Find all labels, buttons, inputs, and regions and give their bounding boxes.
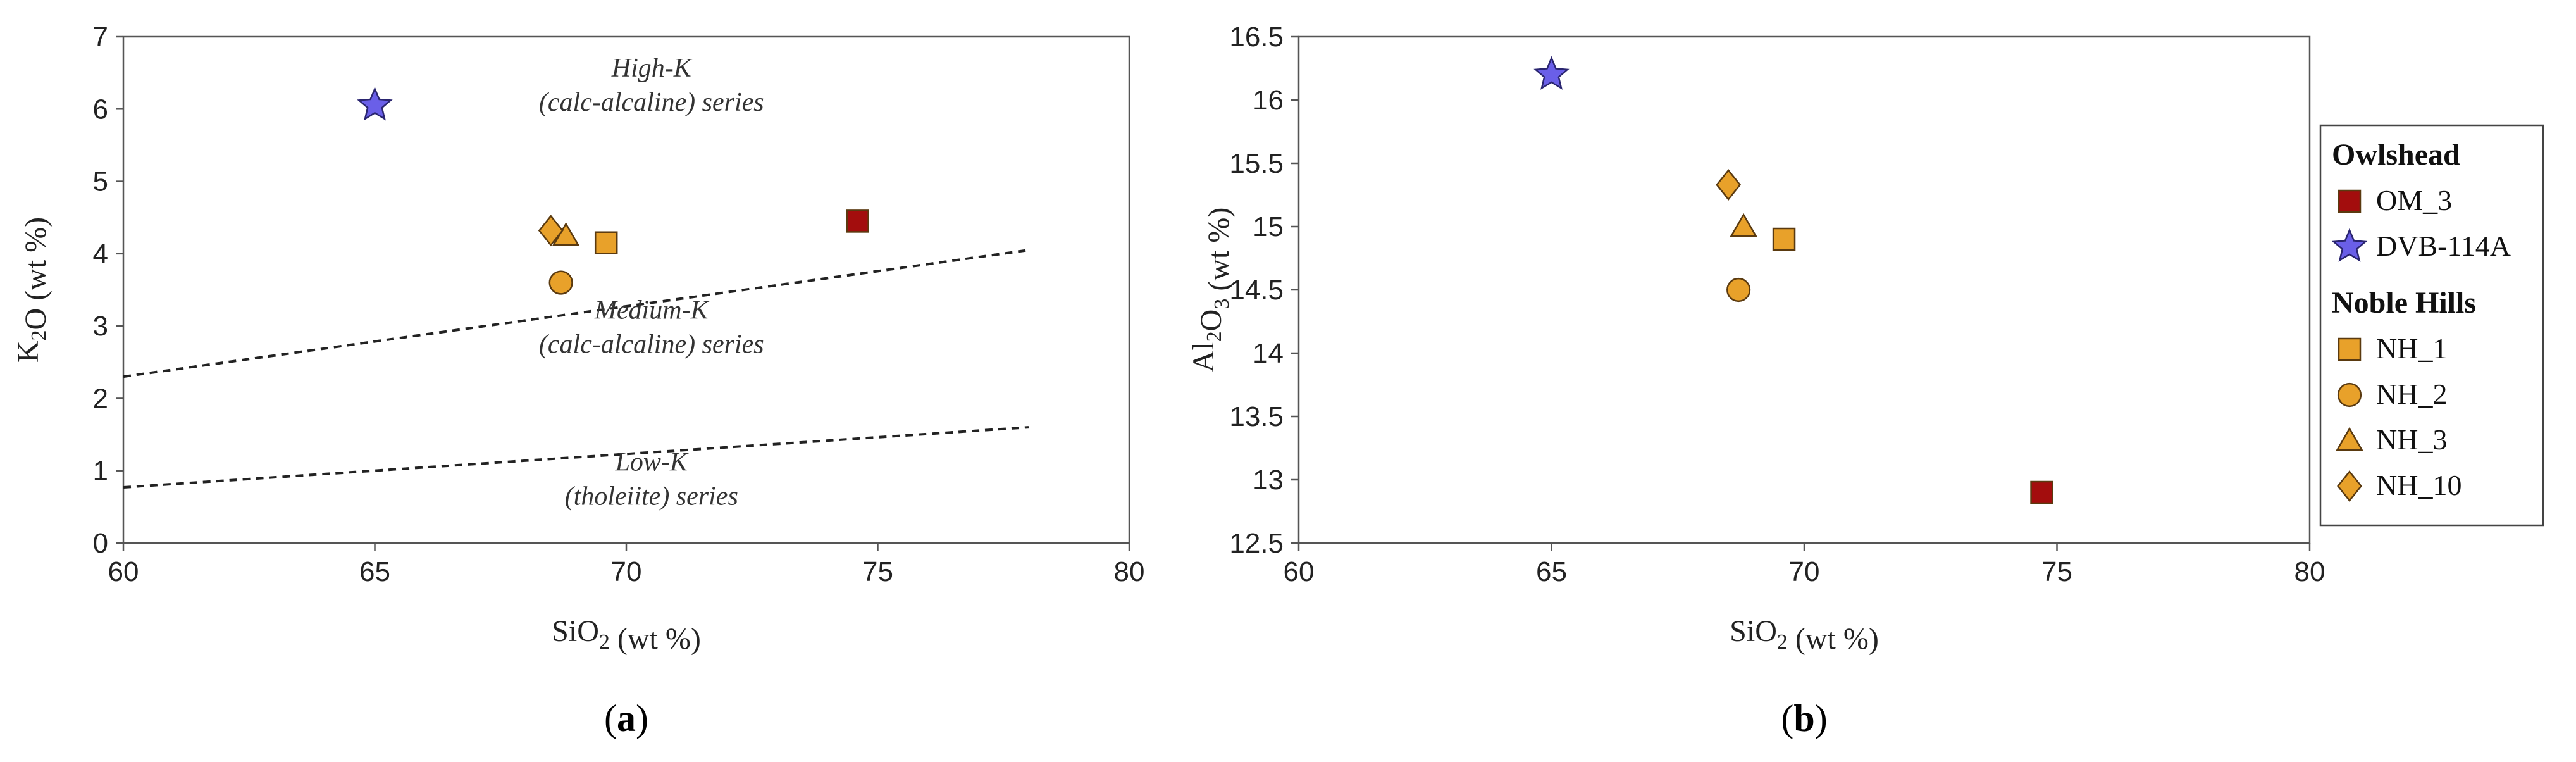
chart-b: 60 65 70 75 80 12.5 13 13.5 14 14.5 15 15.5 16 16.5 Si… <box>1187 22 2325 739</box>
plot-frame <box>1297 35 2311 544</box>
legend-item-label: NH_10 <box>2376 469 2461 501</box>
y-tick-label: 14.5 <box>1229 275 1284 306</box>
x-tick-label: 65 <box>359 556 390 587</box>
x-tick-label: 60 <box>1284 556 1315 587</box>
data-point-nh-2 <box>548 270 573 295</box>
legend-item-label: NH_2 <box>2376 378 2447 410</box>
y-tick-label: 14 <box>1253 338 1284 369</box>
y-axis-label: Al2O3 (wt %) <box>1187 208 1235 373</box>
x-tick-label: 70 <box>611 556 642 587</box>
y-tick-label: 7 <box>93 22 108 53</box>
x-tick-label: 70 <box>1789 556 1820 587</box>
x-tick-label: 65 <box>1536 556 1567 587</box>
x-tick-label: 75 <box>862 556 893 587</box>
series-boundary-line <box>123 249 1029 378</box>
series-boundary-line <box>123 426 1029 489</box>
series-annotation: Low-K (tholeiite) series <box>565 448 738 511</box>
legend-item-label: OM_3 <box>2376 184 2452 216</box>
data-point-nh-2 <box>1726 277 1751 303</box>
series-annotation: High-K (calc-alcaline) series <box>539 54 764 117</box>
x-axis-label: SiO2 (wt %) <box>1730 615 1879 656</box>
y-tick-label: 13.5 <box>1229 401 1284 432</box>
legend-item-label: DVB-114A <box>2376 230 2511 262</box>
data-point-dvb-114a <box>357 86 393 121</box>
data-point-nh-10 <box>538 215 564 247</box>
data-point-nh-1 <box>594 231 618 254</box>
y-tick-label: 4 <box>93 239 108 270</box>
legend-marker <box>2331 228 2368 262</box>
y-tick-label: 13 <box>1253 465 1284 496</box>
legend-marker <box>2338 189 2362 213</box>
x-tick-label: 80 <box>1114 556 1145 587</box>
data-point-om-3 <box>846 209 869 233</box>
x-tick-label: 60 <box>108 556 139 587</box>
legend-marker <box>2337 382 2362 408</box>
y-tick-label: 1 <box>93 456 108 487</box>
y-tick-label: 5 <box>93 166 108 197</box>
legend-marker <box>2337 470 2362 502</box>
panel-label: (b) <box>1781 697 1827 739</box>
legend-marker <box>2336 427 2363 451</box>
y-tick-label: 0 <box>93 528 108 559</box>
data-point-nh-1 <box>1772 227 1796 251</box>
x-tick-label: 80 <box>2294 556 2325 587</box>
y-tick-label: 6 <box>93 94 108 125</box>
y-tick-label: 12.5 <box>1229 528 1284 559</box>
data-point-om-3 <box>2030 480 2053 504</box>
x-tick-label: 75 <box>2041 556 2072 587</box>
y-tick-label: 16.5 <box>1229 22 1284 53</box>
legend-group-title: Noble Hills <box>2332 286 2476 320</box>
chart-a: 60 65 70 75 80 0 1 2 3 4 5 6 7 SiO2 (wt %) K2O (wt %) (… <box>11 22 1144 739</box>
legend-marker <box>2338 337 2362 361</box>
y-tick-label: 3 <box>93 311 108 342</box>
panel-label: (a) <box>604 697 648 739</box>
legend-item-label: NH_3 <box>2376 423 2447 456</box>
y-axis-label: K2O (wt %) <box>11 217 53 363</box>
legend-item-label: NH_1 <box>2376 332 2447 365</box>
legend-group-title: Owlshead <box>2332 138 2460 172</box>
data-point-nh-3 <box>1730 213 1757 237</box>
y-tick-label: 15 <box>1253 211 1284 242</box>
y-tick-label: 16 <box>1253 85 1284 116</box>
y-tick-label: 2 <box>93 383 108 414</box>
series-annotation: Medium-K (calc-alcaline) series <box>539 296 764 359</box>
data-point-nh-10 <box>1716 169 1742 201</box>
data-point-dvb-114a <box>1533 56 1570 90</box>
y-tick-label: 15.5 <box>1229 148 1284 179</box>
x-axis-label: SiO2 (wt %) <box>552 615 701 656</box>
legend: Owlshead OM_3 DVB-114A Noble Hills NH_1 NH_2 N… <box>2319 124 2544 527</box>
